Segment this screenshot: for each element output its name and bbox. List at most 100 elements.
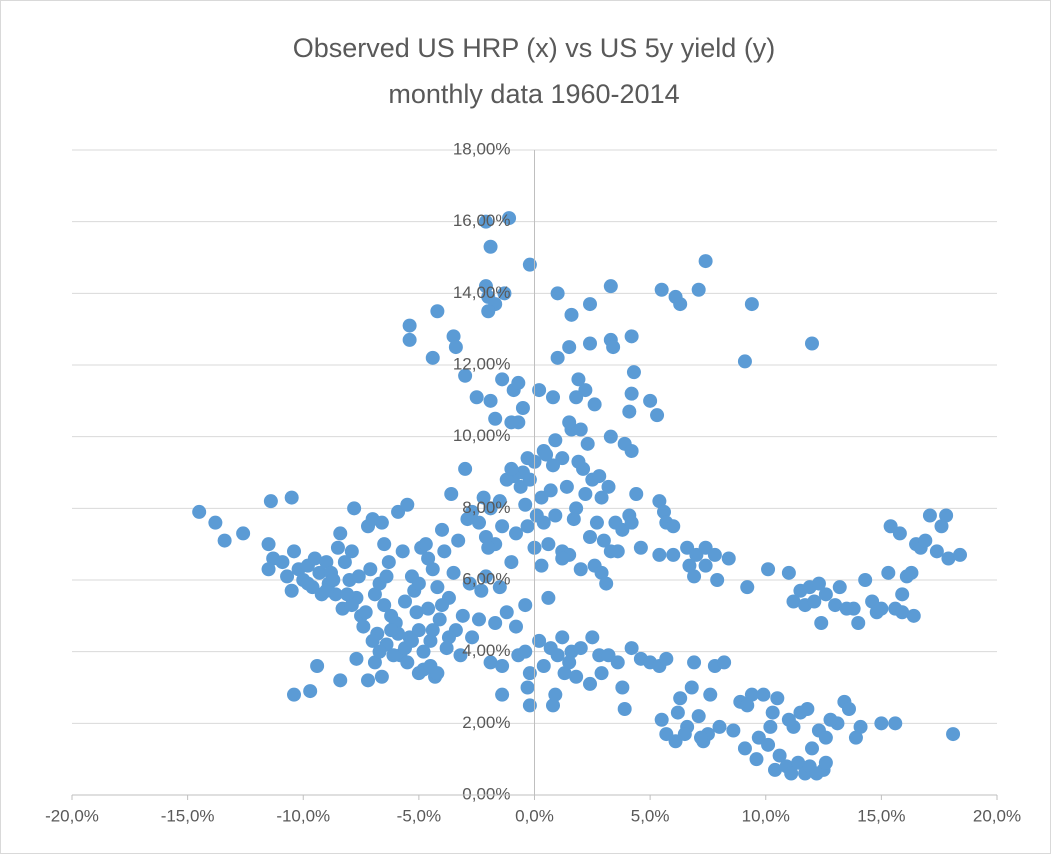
x-tick-label: -20,0% bbox=[45, 806, 99, 825]
point bbox=[737, 354, 752, 369]
y-tick-label: 8,00% bbox=[462, 498, 510, 517]
point bbox=[488, 616, 503, 630]
point bbox=[261, 562, 276, 577]
point bbox=[287, 687, 301, 702]
point bbox=[603, 429, 618, 444]
point bbox=[333, 526, 348, 541]
point bbox=[319, 555, 334, 570]
x-tick-label: 20,0% bbox=[973, 806, 1021, 825]
point bbox=[744, 687, 759, 702]
point bbox=[583, 676, 597, 691]
point bbox=[478, 279, 493, 294]
point bbox=[532, 633, 547, 648]
point bbox=[592, 469, 607, 484]
point bbox=[340, 587, 355, 602]
point bbox=[379, 569, 394, 584]
point bbox=[358, 605, 373, 620]
point bbox=[583, 336, 597, 351]
x-tick-label: 15,0% bbox=[857, 806, 905, 825]
point bbox=[562, 340, 577, 355]
point bbox=[594, 666, 609, 681]
point bbox=[839, 601, 854, 616]
point bbox=[430, 666, 445, 681]
point bbox=[287, 544, 301, 559]
point bbox=[721, 551, 736, 566]
point bbox=[300, 576, 315, 591]
point bbox=[571, 372, 586, 387]
point bbox=[698, 558, 713, 573]
point bbox=[929, 544, 944, 559]
point bbox=[569, 669, 584, 684]
point bbox=[818, 755, 833, 770]
point bbox=[472, 515, 486, 530]
point bbox=[853, 719, 868, 734]
point bbox=[573, 562, 588, 577]
point bbox=[263, 494, 278, 509]
point bbox=[707, 547, 722, 562]
point bbox=[511, 375, 526, 390]
point bbox=[377, 537, 392, 552]
point bbox=[946, 727, 961, 742]
point bbox=[446, 565, 461, 580]
point bbox=[361, 673, 375, 688]
point bbox=[532, 383, 547, 398]
point bbox=[684, 680, 699, 695]
point bbox=[411, 576, 426, 591]
point bbox=[520, 519, 535, 534]
point bbox=[518, 598, 533, 613]
point bbox=[395, 544, 410, 559]
point bbox=[828, 598, 843, 613]
point bbox=[495, 372, 510, 387]
point bbox=[483, 239, 498, 254]
point bbox=[384, 623, 399, 638]
point bbox=[481, 540, 496, 555]
point bbox=[326, 573, 341, 587]
point bbox=[356, 619, 371, 634]
point bbox=[666, 547, 681, 562]
point bbox=[284, 583, 299, 598]
point bbox=[569, 390, 584, 405]
point bbox=[543, 483, 558, 498]
point bbox=[650, 408, 665, 423]
point bbox=[446, 329, 461, 344]
point bbox=[763, 719, 778, 734]
point bbox=[694, 730, 708, 745]
point bbox=[805, 336, 819, 351]
point bbox=[492, 494, 507, 509]
point bbox=[425, 562, 440, 577]
point bbox=[381, 555, 396, 570]
point bbox=[409, 605, 424, 620]
point bbox=[312, 565, 327, 580]
point bbox=[374, 515, 389, 530]
point bbox=[712, 719, 727, 734]
point bbox=[478, 530, 493, 544]
point bbox=[495, 659, 510, 673]
point bbox=[465, 504, 480, 519]
point bbox=[402, 318, 417, 333]
point bbox=[807, 594, 822, 609]
y-tick-label: 4,00% bbox=[462, 641, 510, 660]
point bbox=[657, 504, 671, 519]
point bbox=[275, 555, 290, 570]
point bbox=[319, 583, 334, 598]
point bbox=[504, 555, 519, 570]
point bbox=[791, 755, 806, 770]
point bbox=[400, 497, 415, 512]
point bbox=[367, 587, 382, 602]
point bbox=[499, 472, 514, 487]
x-tick-label: 0,0% bbox=[515, 806, 554, 825]
x-tick-label: -15,0% bbox=[161, 806, 215, 825]
point bbox=[333, 673, 348, 688]
point bbox=[842, 702, 856, 716]
point bbox=[421, 551, 436, 566]
point bbox=[740, 580, 755, 595]
point bbox=[453, 648, 468, 663]
point bbox=[458, 368, 473, 383]
point bbox=[347, 501, 362, 516]
point bbox=[451, 533, 466, 548]
point bbox=[624, 641, 639, 656]
point bbox=[539, 447, 554, 462]
point bbox=[939, 508, 954, 523]
point bbox=[895, 587, 910, 602]
point bbox=[402, 332, 417, 347]
